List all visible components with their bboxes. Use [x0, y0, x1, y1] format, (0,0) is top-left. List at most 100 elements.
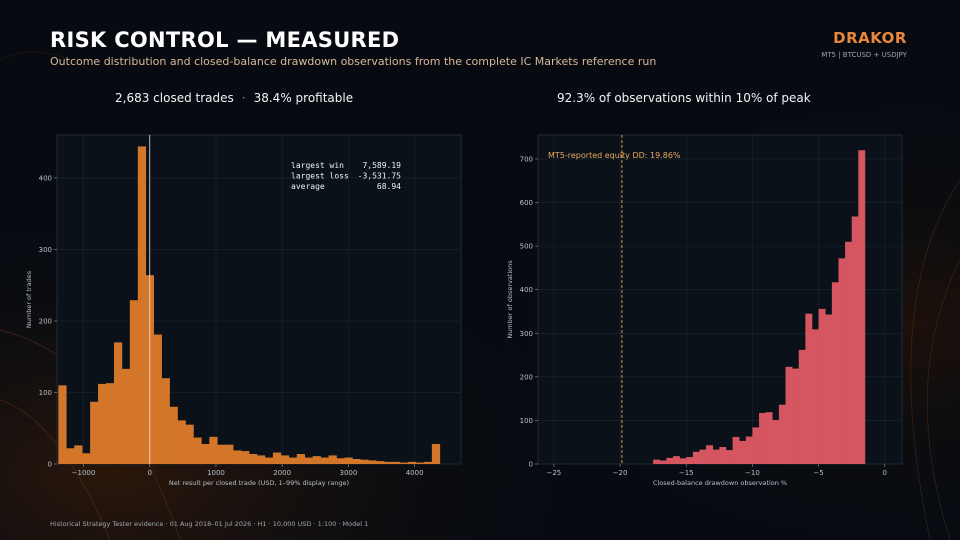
histogram-bar [699, 449, 707, 464]
histogram-bar [692, 451, 700, 464]
histogram-bar [376, 461, 385, 464]
y-tick-label: 0 [48, 461, 52, 469]
histogram-bar [66, 448, 75, 464]
histogram-bar [193, 437, 202, 464]
histogram-bar [725, 450, 733, 464]
y-tick-label: 500 [520, 243, 533, 251]
histogram-bar [272, 452, 282, 464]
equity-dd-label: MT5-reported equity DD: 19.86% [548, 151, 681, 160]
annotation-value: -3,531.75 [358, 172, 402, 181]
histogram-bar [153, 334, 162, 464]
histogram-bar [328, 455, 337, 464]
histogram-bar [288, 457, 298, 464]
y-tick-label: 400 [39, 174, 52, 182]
histogram-bar [858, 150, 866, 465]
histogram-bar [344, 457, 353, 464]
histogram-bar [320, 457, 329, 464]
histogram-bar [772, 419, 780, 464]
histogram-bar [169, 406, 178, 464]
histogram-bar [659, 460, 667, 464]
histogram-bar [352, 458, 361, 464]
y-tick-label: 200 [520, 373, 533, 381]
histogram-bar [706, 445, 714, 464]
page-subtitle: Outcome distribution and closed-balance … [50, 55, 657, 68]
x-tick-label: 3000 [339, 469, 357, 477]
brand-logo: DRAKOR [833, 29, 907, 47]
histogram-bar [851, 216, 859, 464]
histogram-bar [264, 457, 274, 464]
histogram-bar [98, 383, 107, 464]
x-tick-label: −20 [613, 469, 628, 477]
histogram-bar [336, 458, 345, 464]
histogram-bar [209, 436, 218, 464]
histogram-bar [792, 368, 800, 464]
histogram-bar [360, 459, 369, 464]
x-axis-label: Net result per closed trade (USD, 1–99% … [169, 479, 349, 487]
histogram-bar [798, 349, 806, 464]
x-tick-label: −15 [679, 469, 694, 477]
brand-subtitle: MT5 | BTCUSD + USDJPY [821, 51, 907, 59]
drawdown-histogram: −25 −20 −15 −10 −5 0 0 100 200 300 400 500 600 700 Clo… [506, 134, 903, 487]
x-tick-label: 2000 [273, 469, 291, 477]
histogram-bar [58, 385, 67, 464]
x-tick-label: 0 [147, 469, 151, 477]
footer-note: Historical Strategy Tester evidence · 01… [50, 520, 369, 528]
histogram-bar [225, 444, 234, 464]
histogram-bar [82, 453, 91, 464]
histogram-bar [368, 460, 377, 464]
histogram-bar [666, 457, 674, 464]
histogram-bar [765, 412, 773, 464]
y-tick-label: 700 [520, 155, 533, 163]
profitable-stat: 38.4% profitable [253, 91, 354, 105]
histogram-bar [113, 342, 123, 464]
trade-stats: 2,683 closed trades · 38.4% profitable [115, 91, 353, 105]
annotation-label: largest loss [291, 172, 349, 181]
histogram-bar [392, 461, 401, 464]
histogram-bar [90, 401, 99, 464]
histogram-bar [759, 413, 766, 464]
histogram-bar [217, 444, 226, 464]
annotation-label: average [291, 182, 325, 191]
x-tick-label: −1000 [72, 469, 96, 477]
closed-trades-stat: 2,683 closed trades [115, 91, 234, 105]
y-tick-label: 300 [39, 246, 52, 254]
histogram-bar [280, 455, 290, 464]
annotation-value: 7,589.19 [362, 161, 401, 170]
y-axis-label: Number of trades [25, 270, 33, 328]
histogram-bar [818, 308, 826, 464]
histogram-bar [137, 146, 147, 464]
x-tick-label: 1000 [207, 469, 225, 477]
histogram-bar [185, 424, 194, 464]
x-tick-label: −5 [813, 469, 823, 477]
histogram-bar [241, 451, 250, 464]
histogram-bar [739, 440, 747, 464]
histogram-bar [312, 456, 321, 464]
y-axis-label: Number of observations [506, 260, 514, 339]
histogram-bar [712, 449, 720, 464]
histogram-bar [177, 420, 186, 464]
histogram-bar [732, 436, 740, 464]
histogram-bar [825, 314, 833, 464]
page-title: RISK CONTROL — MEASURED [50, 28, 400, 52]
histogram-bar [415, 462, 425, 464]
x-tick-label: −10 [745, 469, 760, 477]
histogram-bar [423, 461, 433, 464]
y-tick-label: 100 [39, 389, 52, 397]
trade-result-histogram: −1000 0 1000 2000 3000 4000 0 100 200 300 400 Net r… [25, 134, 462, 487]
histogram-bar [384, 461, 393, 464]
histogram-bar [121, 368, 131, 464]
histogram-bar [778, 404, 786, 464]
histogram-bar [679, 458, 687, 464]
histogram-bar [719, 447, 727, 464]
histogram-bar [431, 443, 441, 464]
y-tick-label: 300 [520, 330, 533, 338]
y-tick-label: 0 [529, 461, 533, 469]
histogram-bar [686, 457, 694, 464]
histogram-bar [811, 329, 819, 464]
within-peak-stat: 92.3% of observations within 10% of peak [557, 91, 811, 105]
y-tick-label: 200 [39, 317, 52, 325]
y-tick-label: 100 [520, 417, 533, 425]
histogram-bar [831, 282, 839, 464]
histogram-bar [233, 450, 242, 464]
